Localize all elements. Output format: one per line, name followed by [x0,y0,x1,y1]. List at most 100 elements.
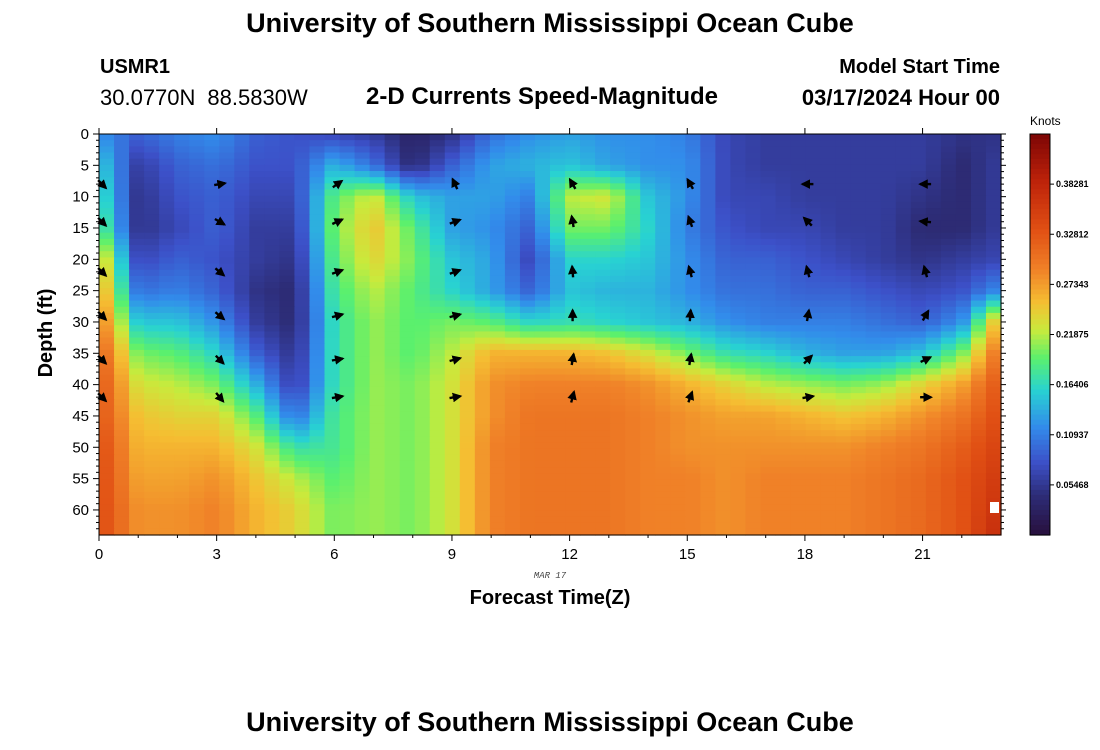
heatmap-cell [504,232,521,240]
heatmap-cell [384,491,401,499]
heatmap-cell [925,269,942,277]
heatmap-cell [354,189,371,197]
heatmap-cell [129,282,145,289]
heatmap-cell [715,146,731,154]
heatmap-cell [309,251,326,258]
heatmap-cell [775,399,792,407]
heatmap-cell [940,393,957,400]
heatmap-cell [820,528,837,536]
heatmap-cell [309,380,326,388]
heatmap-cell [249,393,265,400]
heatmap-cell [294,473,311,481]
heatmap-cell [805,504,822,511]
heatmap-cell [234,331,250,339]
heatmap-cell [219,337,235,345]
heatmap-cell [264,497,280,505]
heatmap-cell [159,516,175,524]
heatmap-cell [519,528,536,536]
heatmap-cell [775,245,792,252]
heatmap-cell [610,510,626,518]
heatmap-cell [895,331,912,339]
heatmap-cell [414,522,431,530]
heatmap-cell [384,263,401,271]
heatmap-cell [234,195,250,203]
heatmap-cell [339,522,356,530]
heatmap-cell [775,189,792,197]
heatmap-cell [114,337,130,345]
heatmap-cell [880,454,897,462]
heatmap-cell [565,454,581,462]
heatmap-cell [114,325,130,333]
heatmap-cell [369,393,386,400]
heatmap-cell [835,158,852,166]
heatmap-cell [985,195,1002,203]
heatmap-cell [399,430,416,437]
heatmap-cell [925,399,942,407]
heatmap-cell [715,356,731,363]
heatmap-cell [324,467,341,474]
heatmap-cell [745,399,762,407]
heatmap-cell [940,380,957,388]
heatmap-cell [429,140,446,147]
heatmap-cell [519,411,536,419]
heatmap-cell [715,319,731,326]
heatmap-cell [700,491,716,499]
heatmap-cell [234,516,250,524]
heatmap-cell [444,300,461,308]
heatmap-cell [865,319,882,326]
heatmap-cell [790,263,807,271]
heatmap-cell [550,522,566,530]
heatmap-cell [940,201,957,209]
heatmap-cell [534,423,551,431]
heatmap-cell [850,362,867,370]
heatmap-cell [279,454,296,462]
heatmap-cell [700,479,716,487]
heatmap-cell [850,356,867,363]
heatmap-cell [700,257,716,265]
heatmap-cell [925,442,942,450]
heatmap-cell [670,269,686,277]
current-vector-arrow [331,268,345,278]
heatmap-cell [384,300,401,308]
heatmap-cell [715,349,731,357]
heatmap-cell [850,368,867,376]
heatmap-cell [970,516,987,524]
heatmap-cell [790,177,807,184]
heatmap-cell [775,380,792,388]
heatmap-cell [550,195,566,203]
heatmap-cell [384,146,401,154]
heatmap-cell [895,374,912,382]
heatmap-cell [114,251,130,258]
heatmap-cell [700,417,716,425]
heatmap-cell [294,497,311,505]
heatmap-cell [625,232,641,240]
heatmap-cell [519,294,536,302]
heatmap-cell [955,201,972,209]
heatmap-cell [414,504,431,511]
heatmap-cell [865,263,882,271]
heatmap-cell [99,245,115,252]
heatmap-cell [940,282,957,289]
heatmap-cell [595,528,611,536]
heatmap-cell [850,417,867,425]
heatmap-cell [850,158,867,166]
heatmap-cell [429,214,446,221]
heatmap-cell [99,306,115,314]
heatmap-cell [369,436,386,444]
heatmap-cell [159,331,175,339]
heatmap-cell [459,430,476,437]
heatmap-cell [955,214,972,221]
heatmap-cell [550,473,566,481]
heatmap-cell [580,393,596,400]
heatmap-cell [249,411,265,419]
heatmap-cell [610,479,626,487]
colorbar-segment [1030,144,1050,150]
heatmap-cell [159,226,175,234]
heatmap-cell [264,214,280,221]
heatmap-cell [114,522,130,530]
heatmap-cell [595,411,611,419]
heatmap-cell [324,436,341,444]
heatmap-cell [820,423,837,431]
heatmap-cell [474,448,491,456]
heatmap-cell [234,386,250,394]
